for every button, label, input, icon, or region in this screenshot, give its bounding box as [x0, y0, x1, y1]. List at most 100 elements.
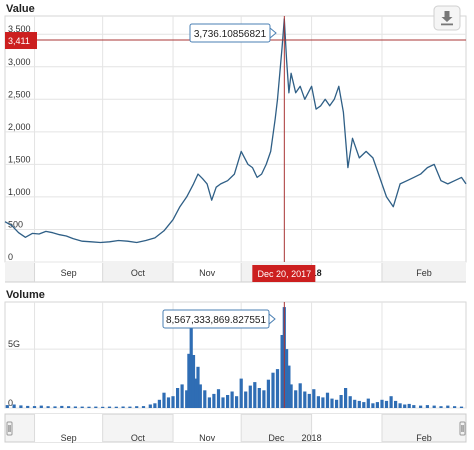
volume-bar [325, 392, 330, 408]
value-x-axis-band [102, 263, 174, 282]
volume-bar [5, 405, 9, 408]
volume-tooltip-pointer [268, 312, 276, 326]
volume-bar [348, 396, 352, 408]
value-x-axis-band [34, 263, 103, 282]
volume-tooltip-label: 8,567,333,869.827551 [166, 315, 267, 326]
volume-bar [166, 397, 171, 408]
volume-bar [271, 372, 275, 408]
navigator-band [311, 414, 382, 442]
volume-bar [239, 378, 243, 408]
volume-bar [353, 399, 357, 408]
value-plot-area [4, 15, 467, 263]
value-y-tick-label: 1,000 [8, 187, 31, 197]
download-icon-base [441, 23, 453, 26]
volume-bar [403, 404, 407, 408]
value-plot-frame [4, 15, 467, 263]
navigator-tick-label: Sep [61, 433, 77, 443]
volume-bar [53, 406, 57, 408]
value-y-tick-label: 0 [8, 252, 13, 262]
volume-bar [257, 388, 261, 408]
date-flag-box [252, 265, 316, 282]
volume-bar [26, 405, 30, 408]
volume-bar [176, 388, 180, 408]
volume-bar [226, 395, 230, 408]
volume-bar [171, 396, 175, 408]
volume-bar [67, 406, 71, 408]
volume-bar [459, 406, 464, 408]
value-tooltip-label: 3,736.10856821 [194, 29, 267, 40]
volume-bar [287, 365, 291, 408]
volume-bar [419, 405, 423, 408]
value-y-tick-label: 3,000 [8, 57, 31, 67]
volume-bar [121, 406, 125, 408]
value-x-tick-label: Nov [199, 268, 216, 278]
volume-bar [307, 393, 311, 408]
volume-bar [248, 385, 252, 408]
navigator-band [34, 414, 103, 442]
volume-bar [221, 397, 225, 408]
volume-bar [280, 335, 284, 408]
volume-bar [60, 405, 64, 408]
volume-bar [289, 384, 293, 408]
volume-bar [235, 396, 239, 408]
value-tooltip-pointer [269, 26, 277, 40]
volume-bar [203, 390, 207, 408]
y-flag-box [5, 32, 37, 50]
volume-bar [187, 353, 191, 408]
volume-bar [362, 402, 366, 408]
volume-bar [191, 355, 196, 408]
volume-bar [321, 397, 325, 408]
volume-bar [412, 405, 416, 408]
value-x-tick-label: Feb [416, 268, 432, 278]
value-y-tick-label: 3,500 [8, 24, 31, 34]
navigator-tick-label: Feb [416, 433, 432, 443]
date-crosshair-flag: Dec 20, 2017 [252, 265, 316, 282]
navigator-left-handle[interactable] [6, 421, 13, 436]
volume-bar [453, 406, 457, 408]
volume-bar [19, 405, 23, 408]
range-navigator[interactable]: Sep Oct Nov Dec 2018 Feb [4, 413, 467, 443]
volume-bar [253, 382, 257, 408]
volume-bar [298, 383, 302, 408]
value-y-tick-label: 2,000 [8, 122, 31, 132]
volume-bar [398, 403, 402, 408]
volume-bar [207, 397, 211, 408]
navigator-tick-label: Dec [268, 433, 285, 443]
volume-bar [357, 400, 361, 408]
volume-bar [39, 405, 43, 408]
y-crosshair-flag: 3,411 [5, 32, 37, 50]
navigator-right-handle-grip[interactable] [459, 421, 466, 436]
volume-bar [303, 391, 307, 408]
value-tooltip: 3,736.10856821 [189, 23, 277, 43]
volume-bar [128, 406, 132, 408]
volume-bar [94, 406, 98, 408]
volume-bar [316, 396, 320, 408]
volume-bar [407, 403, 411, 408]
volume-bar [194, 378, 198, 408]
volume-bar [394, 400, 398, 408]
volume-bar [101, 406, 105, 408]
navigator-right-handle[interactable] [459, 421, 466, 436]
navigator-tick-label: 2018 [302, 433, 322, 443]
volume-y-tick-label: 0 [8, 398, 13, 408]
export-menu-button[interactable] [433, 5, 461, 31]
navigator-left-handle-grip[interactable] [6, 421, 13, 436]
volume-bar [285, 349, 289, 408]
value-gridlines [5, 16, 466, 263]
volume-bar [262, 390, 266, 408]
volume-tooltip: 8,567,333,869.827551 [162, 309, 276, 329]
volume-bar [148, 404, 152, 408]
volume-bar [196, 366, 200, 408]
volume-bar [330, 398, 334, 408]
value-y-tick-label: 2,500 [8, 89, 31, 99]
volume-bar [185, 390, 189, 408]
value-x-axis-band [5, 263, 35, 282]
volume-bar [216, 389, 221, 408]
volume-bar [375, 402, 379, 408]
value-x-tick-label: Oct [131, 268, 146, 278]
volume-bar [312, 389, 316, 408]
volume-bar [371, 403, 375, 408]
volume-bar [114, 406, 118, 408]
volume-bar [73, 406, 77, 408]
